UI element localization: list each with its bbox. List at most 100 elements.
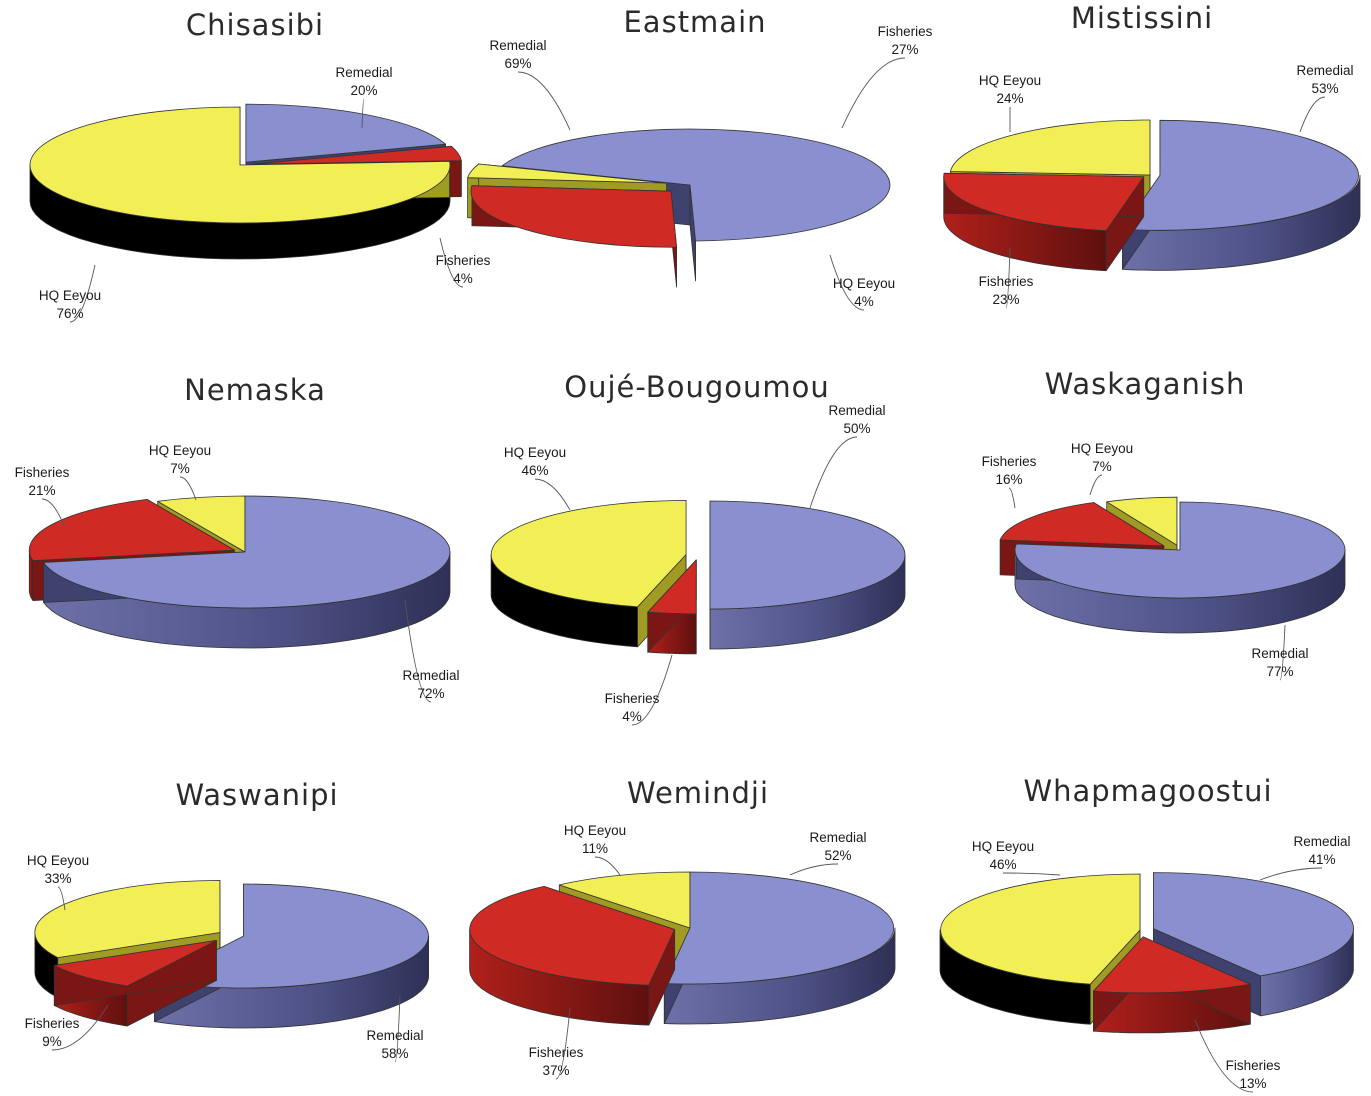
slice-label-remedial: Remedial 69% <box>489 38 571 131</box>
slice-percent: 9% <box>42 1034 62 1049</box>
slice-name: HQ Eeyou <box>149 443 211 458</box>
pie-slice-remedial <box>663 871 896 1025</box>
slice-percent: 53% <box>1311 81 1338 96</box>
pie-slice-fisheries <box>1093 936 1251 1034</box>
slice-percent: 46% <box>521 463 548 478</box>
slice-name: HQ Eeyou <box>27 853 89 868</box>
slice-percent: 13% <box>1239 1076 1266 1091</box>
slice-label-hq-eeyou: HQ Eeyou 33% <box>27 853 89 911</box>
slice-name: Remedial <box>1296 63 1353 78</box>
slice-percent: 16% <box>995 472 1022 487</box>
slice-name: Remedial <box>402 668 459 683</box>
slice-name: HQ Eeyou <box>833 276 895 291</box>
slice-name: Remedial <box>1251 646 1308 661</box>
slice-label-hq-eeyou: HQ Eeyou 7% <box>149 443 211 501</box>
chart-title: Wemindji <box>627 776 769 810</box>
slice-label-fisheries: Fisheries 27% <box>841 24 933 129</box>
pie-slice-hq-eeyou <box>29 106 451 260</box>
slice-percent: 52% <box>824 848 851 863</box>
pie-chart-waskaganish: Waskaganish Remedial 77% Fisheries 16% HQ Eey… <box>982 367 1346 681</box>
slice-percent: 69% <box>504 56 531 71</box>
slice-name: Fisheries <box>15 465 70 480</box>
slice-percent: 7% <box>170 461 190 476</box>
slice-label-hq-eeyou: HQ Eeyou 46% <box>972 839 1061 876</box>
slice-percent: 23% <box>992 292 1019 307</box>
slice-percent: 46% <box>989 857 1016 872</box>
pie-chart-eastmain: Eastmain Remedial 69% Fisheries 27% HQ Eeyou 4… <box>467 5 933 311</box>
slice-name: HQ Eeyou <box>972 839 1034 854</box>
slice-label-fisheries: Fisheries 13% <box>1194 1019 1281 1093</box>
slice-label-hq-eeyou: HQ Eeyou 7% <box>1071 441 1133 496</box>
slice-percent: 21% <box>28 483 55 498</box>
slice-percent: 72% <box>417 686 444 701</box>
pie-slice-fisheries <box>470 185 677 288</box>
slice-name: Fisheries <box>982 454 1037 469</box>
slice-label-remedial: Remedial 77% <box>1251 624 1309 681</box>
chart-title: Eastmain <box>623 5 766 39</box>
slice-name: Fisheries <box>529 1045 584 1060</box>
slice-name: Fisheries <box>878 24 933 39</box>
chart-title: Chisasibi <box>186 8 324 42</box>
slice-label-hq-eeyou: HQ Eeyou 4% <box>829 254 895 311</box>
slice-name: Fisheries <box>1226 1058 1281 1073</box>
slice-percent: 24% <box>996 91 1023 106</box>
slice-label-fisheries: Fisheries 21% <box>15 465 70 529</box>
slice-label-fisheries: Fisheries 16% <box>982 454 1037 509</box>
pie-slice-remedial <box>43 495 451 649</box>
pie-slice-fisheries <box>647 559 697 655</box>
slice-label-hq-eeyou: HQ Eeyou 46% <box>504 445 571 511</box>
pie-slice-remedial <box>1122 119 1361 271</box>
pie-slice-fisheries <box>943 172 1145 272</box>
slice-label-hq-eeyou: HQ Eeyou 24% <box>979 73 1041 132</box>
pie-chart-waswanipi: Waswanipi Remedial 58% Fisheries 9% HQ Eeyou 3… <box>25 778 429 1063</box>
pie-chart-whapmagoostui: Whapmagoostui Remedial 41% Fisheries 13% HQ E… <box>939 774 1354 1093</box>
slice-name: HQ Eeyou <box>39 288 101 303</box>
slice-percent: 4% <box>453 271 473 286</box>
slice-label-fisheries: Fisheries 4% <box>605 654 673 726</box>
pie-chart-chisasibi: Chisasibi Remedial 20% Fisheries 4% HQ Eeyou 7… <box>29 8 491 323</box>
slice-label-remedial: Remedial 20% <box>335 65 393 129</box>
slice-percent: 58% <box>381 1046 408 1061</box>
slice-name: HQ Eeyou <box>564 823 626 838</box>
chart-title: Whapmagoostui <box>1023 774 1272 808</box>
slice-name: Fisheries <box>605 691 660 706</box>
slice-percent: 20% <box>350 83 377 98</box>
slice-label-remedial: Remedial 72% <box>402 599 460 703</box>
slice-name: Fisheries <box>436 253 491 268</box>
slice-label-fisheries: Fisheries 4% <box>436 237 491 288</box>
slice-label-remedial: Remedial 53% <box>1296 63 1354 133</box>
slice-label-remedial: Remedial 41% <box>1259 834 1351 881</box>
slice-label-fisheries: Fisheries 37% <box>529 1007 584 1080</box>
slice-name: Fisheries <box>979 274 1034 289</box>
slice-percent: 41% <box>1308 852 1335 867</box>
slice-label-remedial: Remedial 50% <box>809 403 886 509</box>
pie-slice-remedial <box>709 500 906 650</box>
slice-label-remedial: Remedial 52% <box>789 830 867 876</box>
slice-percent: 4% <box>622 709 642 724</box>
slice-percent: 7% <box>1092 459 1112 474</box>
slice-percent: 77% <box>1266 664 1293 679</box>
pie-slice-fisheries <box>53 940 217 1027</box>
chart-title: Waswanipi <box>175 778 338 812</box>
slice-name: Remedial <box>809 830 866 845</box>
pie-slice-fisheries <box>469 886 676 1026</box>
chart-title: Waskaganish <box>1045 367 1246 401</box>
slice-percent: 4% <box>854 294 874 309</box>
slice-label-hq-eeyou: HQ Eeyou 76% <box>39 264 101 323</box>
pie-chart-wemindji: Wemindji Remedial 52% Fisheries 37% HQ Eeyou 1… <box>469 776 896 1080</box>
slice-label-fisheries: Fisheries 9% <box>25 1004 109 1051</box>
pie-slice-remedial <box>1014 501 1346 634</box>
slice-percent: 76% <box>56 306 83 321</box>
slice-name: Remedial <box>489 38 546 53</box>
slice-name: Remedial <box>828 403 885 418</box>
slice-percent: 27% <box>891 42 918 57</box>
slice-name: Remedial <box>366 1028 423 1043</box>
slice-name: Fisheries <box>25 1016 80 1031</box>
slice-label-fisheries: Fisheries 23% <box>979 247 1034 309</box>
slice-percent: 33% <box>44 871 71 886</box>
slice-percent: 50% <box>843 421 870 436</box>
chart-title: Mistissini <box>1071 1 1213 35</box>
slice-name: Remedial <box>1293 834 1350 849</box>
